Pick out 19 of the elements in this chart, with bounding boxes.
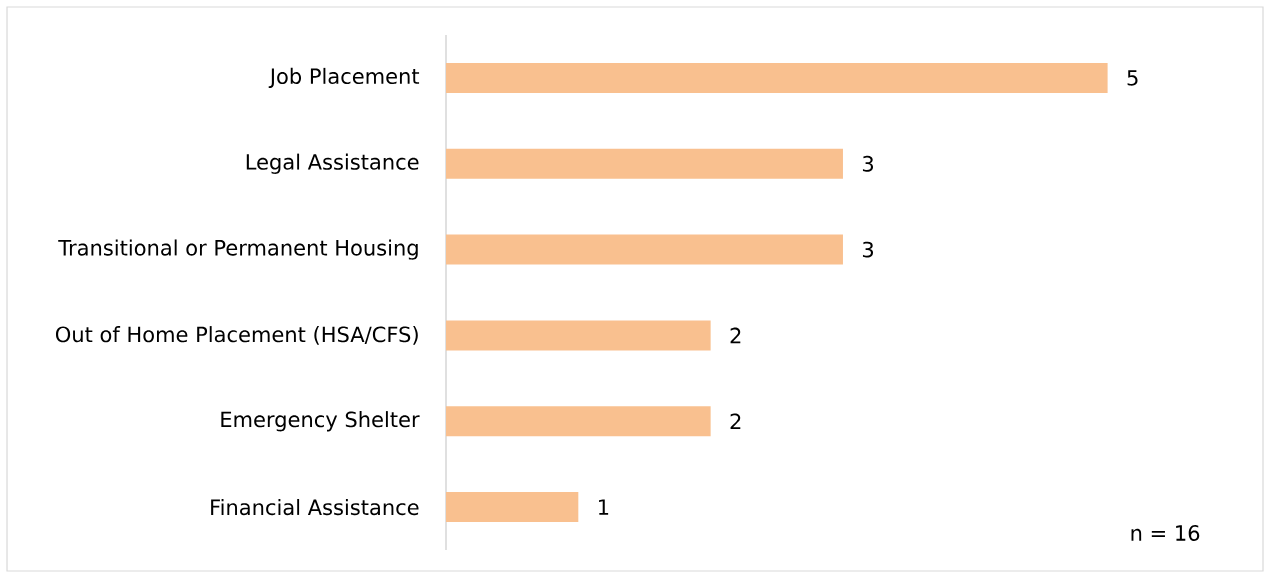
bar — [446, 62, 1108, 93]
bar — [446, 148, 843, 179]
y-tick-label: Emergency Shelter — [221, 411, 420, 432]
bar — [446, 406, 711, 437]
data-label: 1 — [599, 499, 609, 515]
data-label: 3 — [862, 155, 874, 172]
y-tick-label: Out of Home Placement (HSA/CFS) — [55, 326, 418, 345]
bar — [446, 492, 579, 523]
data-label: 2 — [730, 327, 741, 344]
data-label: 5 — [1127, 70, 1138, 86]
data-label: 2 — [730, 413, 741, 430]
text: n = 16 — [1131, 525, 1200, 541]
bar — [446, 320, 711, 351]
y-tick-label: Financial Assistance — [211, 498, 419, 516]
bar — [446, 234, 843, 265]
y-tick-label: Job Placement — [268, 67, 420, 89]
y-tick-label: Legal Assistance — [246, 153, 419, 174]
y-tick-label: Transitional or Permanent Housing — [58, 239, 418, 260]
data-label: 3 — [862, 241, 874, 258]
